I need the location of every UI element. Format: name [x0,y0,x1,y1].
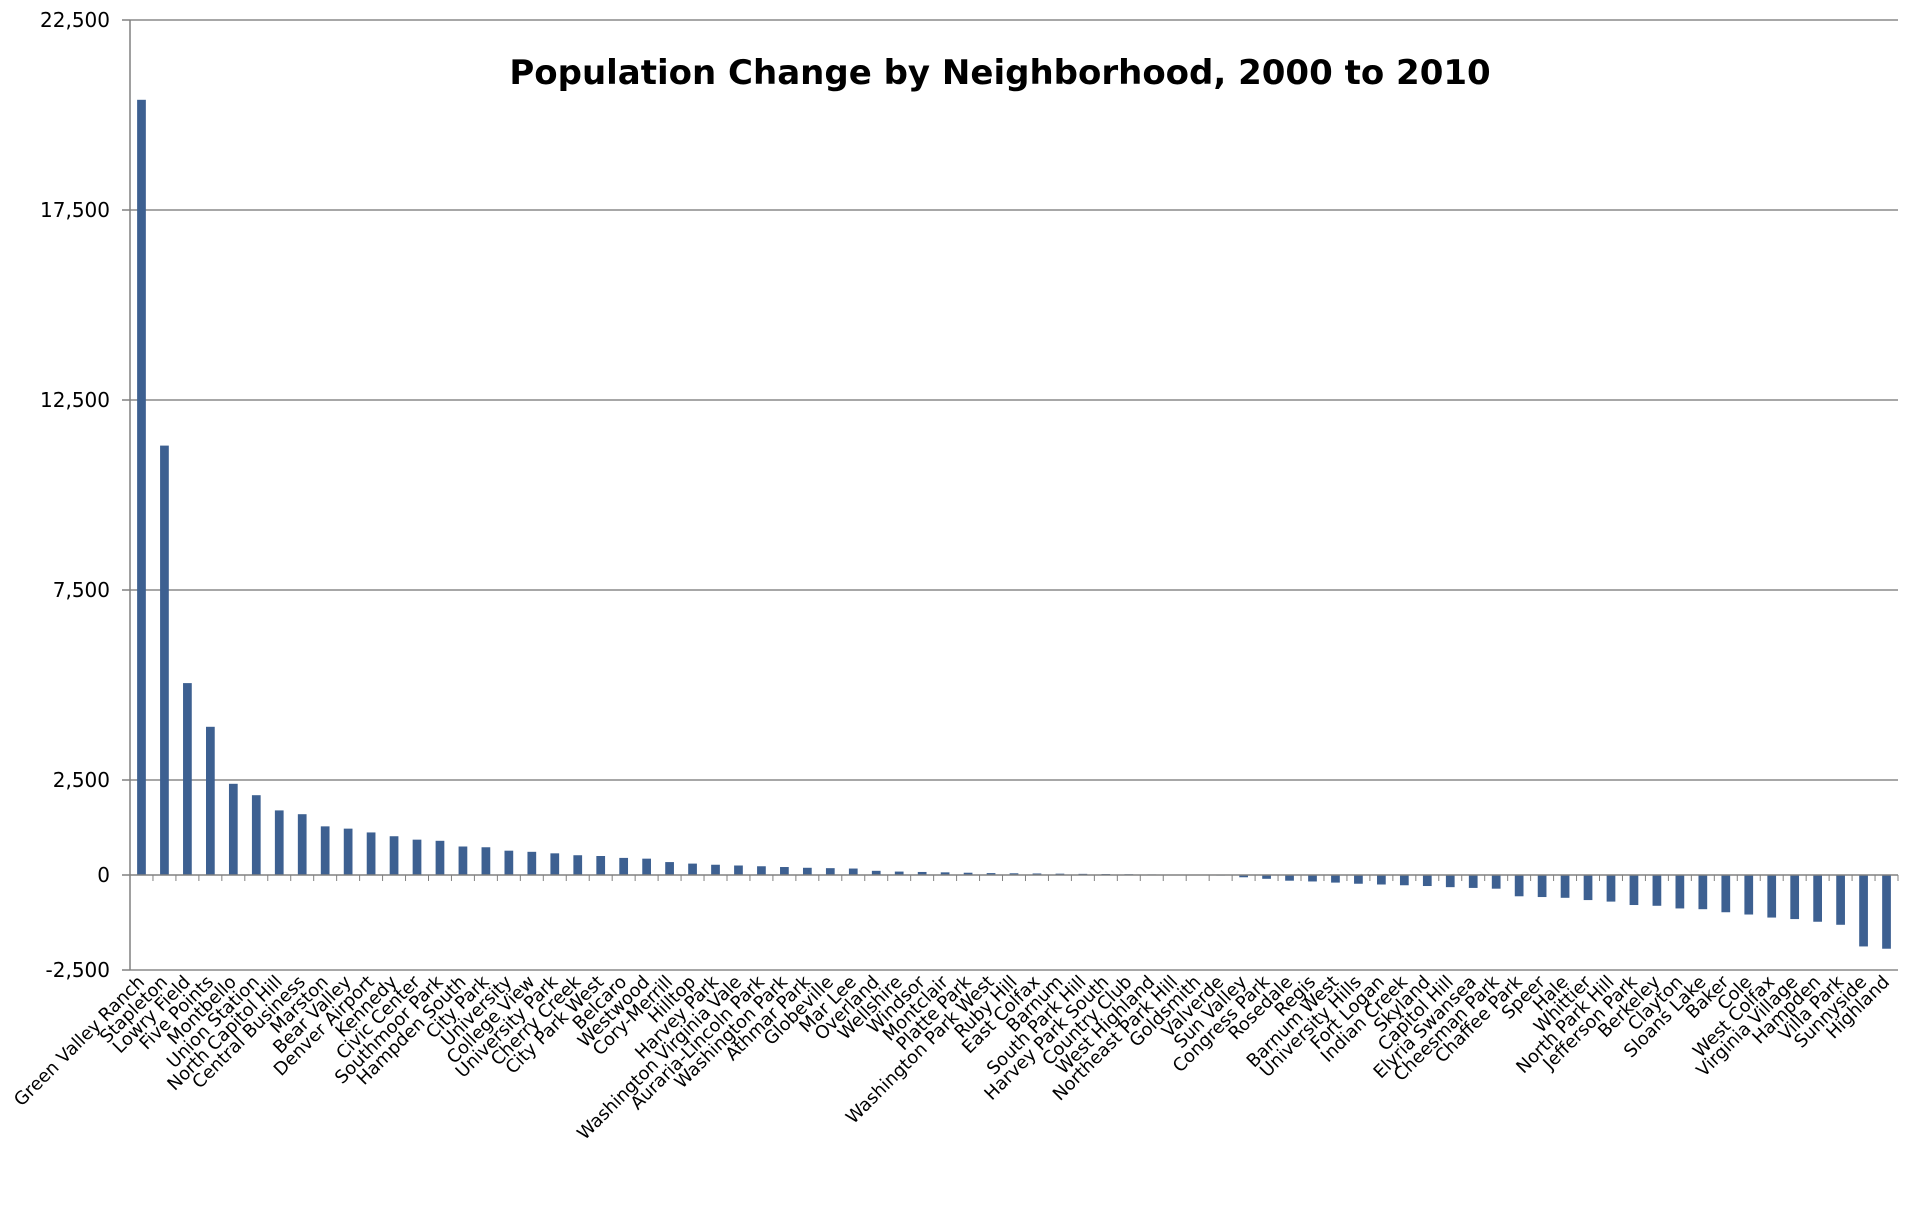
bar [389,836,399,875]
bar [665,862,674,875]
bar [1491,875,1501,889]
bar [780,867,789,875]
chart-title: Population Change by Neighborhood, 2000 … [509,53,1490,93]
bar [458,846,468,875]
bar [963,872,973,875]
y-axis-tick-labels: -2,500 0 2,500 7,500 12,500 17,500 22,500 [40,8,110,982]
bar [573,855,583,875]
bar [1285,875,1294,881]
bar [1813,875,1822,922]
bar [871,870,881,875]
bar [1790,875,1800,920]
bar [1537,875,1547,898]
bar [1422,875,1432,887]
bar [1032,873,1042,875]
bar [297,814,307,875]
y-tick-label: 2,500 [53,768,110,792]
bar [917,871,927,875]
bar [1377,875,1386,885]
bar [1744,875,1754,915]
bar [642,858,651,875]
bar [550,853,560,875]
bar [1262,875,1271,879]
bar [825,868,835,875]
bar [986,873,996,875]
axes [122,19,1899,971]
y-tick-label: 0 [97,863,110,887]
bar [757,866,766,875]
bar [848,868,858,875]
bar [343,828,353,875]
bar [1882,875,1891,949]
bar [1721,875,1731,913]
bar [619,857,629,875]
bar [1606,875,1616,902]
y-tick-label: 7,500 [53,578,110,602]
bar [1767,875,1777,918]
bar [183,683,192,875]
bar [527,851,537,875]
bar [1836,875,1845,925]
bar [1675,875,1685,909]
bar [688,863,697,875]
bar [1331,875,1340,883]
bar [160,445,169,875]
gridlines [130,19,1898,971]
bar [137,99,146,876]
bars [137,99,1891,949]
bar [1468,875,1478,888]
bar [228,783,238,875]
bar [1698,875,1708,910]
y-tick-label: 12,500 [40,388,110,412]
bar [481,847,491,875]
y-tick-label: 22,500 [40,8,110,32]
bar [1583,875,1593,901]
bar [1445,875,1455,888]
bar [734,865,743,875]
bar [251,795,261,875]
bar [940,872,950,875]
bar [320,826,330,875]
y-tick-label: -2,500 [46,958,110,982]
bar [366,832,376,875]
bar [504,850,514,875]
y-tick-label: 17,500 [40,198,110,222]
bar [206,726,215,875]
bar [1399,875,1409,886]
bar [435,840,445,875]
bar [894,871,904,875]
bar [1514,875,1524,897]
bar [1560,875,1570,898]
bar [1239,875,1248,878]
bar [1354,875,1363,884]
bar [1859,875,1868,947]
bar [711,864,720,875]
bar [412,839,422,875]
bar [1308,875,1317,882]
bar [1629,875,1639,906]
bar [596,856,606,875]
bar [1009,873,1019,875]
bar [274,810,284,875]
bar [1652,875,1662,906]
bar [802,867,812,875]
